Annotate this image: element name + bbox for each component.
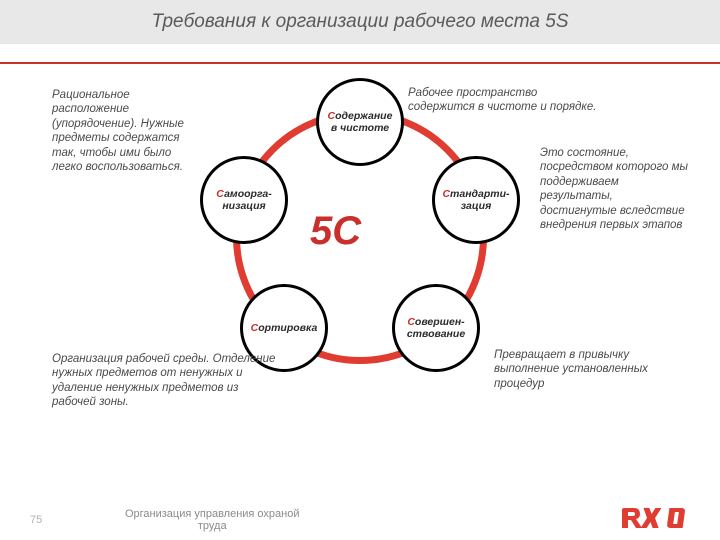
- desc-standard: Это состояние, посредством которого мы п…: [540, 146, 690, 232]
- footer: 75 Организация управления охраной труда: [0, 500, 720, 540]
- title-bar: Требования к организации рабочего места …: [0, 0, 720, 44]
- center-label: 5С: [310, 209, 361, 254]
- node-perfect: Совершен-ствование: [392, 284, 480, 372]
- rzd-logo-icon: [620, 504, 698, 532]
- node-clean: Содержание в чистоте: [316, 78, 404, 166]
- desc-perfect: Превращает в привычку выполнение установ…: [494, 348, 664, 391]
- footer-caption: Организация управления охраной труда: [112, 508, 312, 532]
- node-standard: Стандарти-зация: [432, 156, 520, 244]
- desc-selforg: Рациональное расположение (упорядочение)…: [52, 88, 192, 174]
- page-number: 75: [30, 514, 42, 526]
- center-text: 5С: [310, 209, 361, 253]
- page-title: Требования к организации рабочего места …: [152, 11, 569, 33]
- desc-sort: Организация рабочей среды. Отделение нуж…: [52, 352, 282, 410]
- diagram-area: 5С Содержание в чистоте Самоорга-низация…: [0, 62, 720, 518]
- node-selforg: Самоорга-низация: [200, 156, 288, 244]
- desc-clean: Рабочее пространство содержится в чистот…: [408, 86, 598, 115]
